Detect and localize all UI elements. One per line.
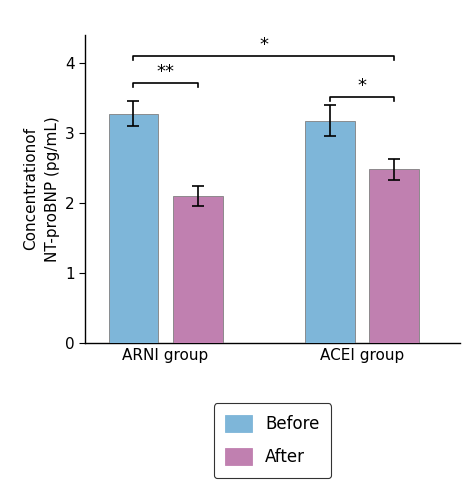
Bar: [109, 113, 158, 343]
Bar: [305, 120, 355, 343]
Y-axis label: Concentrationof
NT-proBNP (pg/mL): Concentrationof NT-proBNP (pg/mL): [24, 116, 60, 262]
Bar: [173, 196, 223, 343]
Bar: [369, 169, 419, 343]
Text: *: *: [357, 77, 366, 95]
Text: *: *: [259, 36, 268, 54]
Legend: Before, After: Before, After: [214, 403, 331, 478]
Text: **: **: [156, 62, 174, 81]
